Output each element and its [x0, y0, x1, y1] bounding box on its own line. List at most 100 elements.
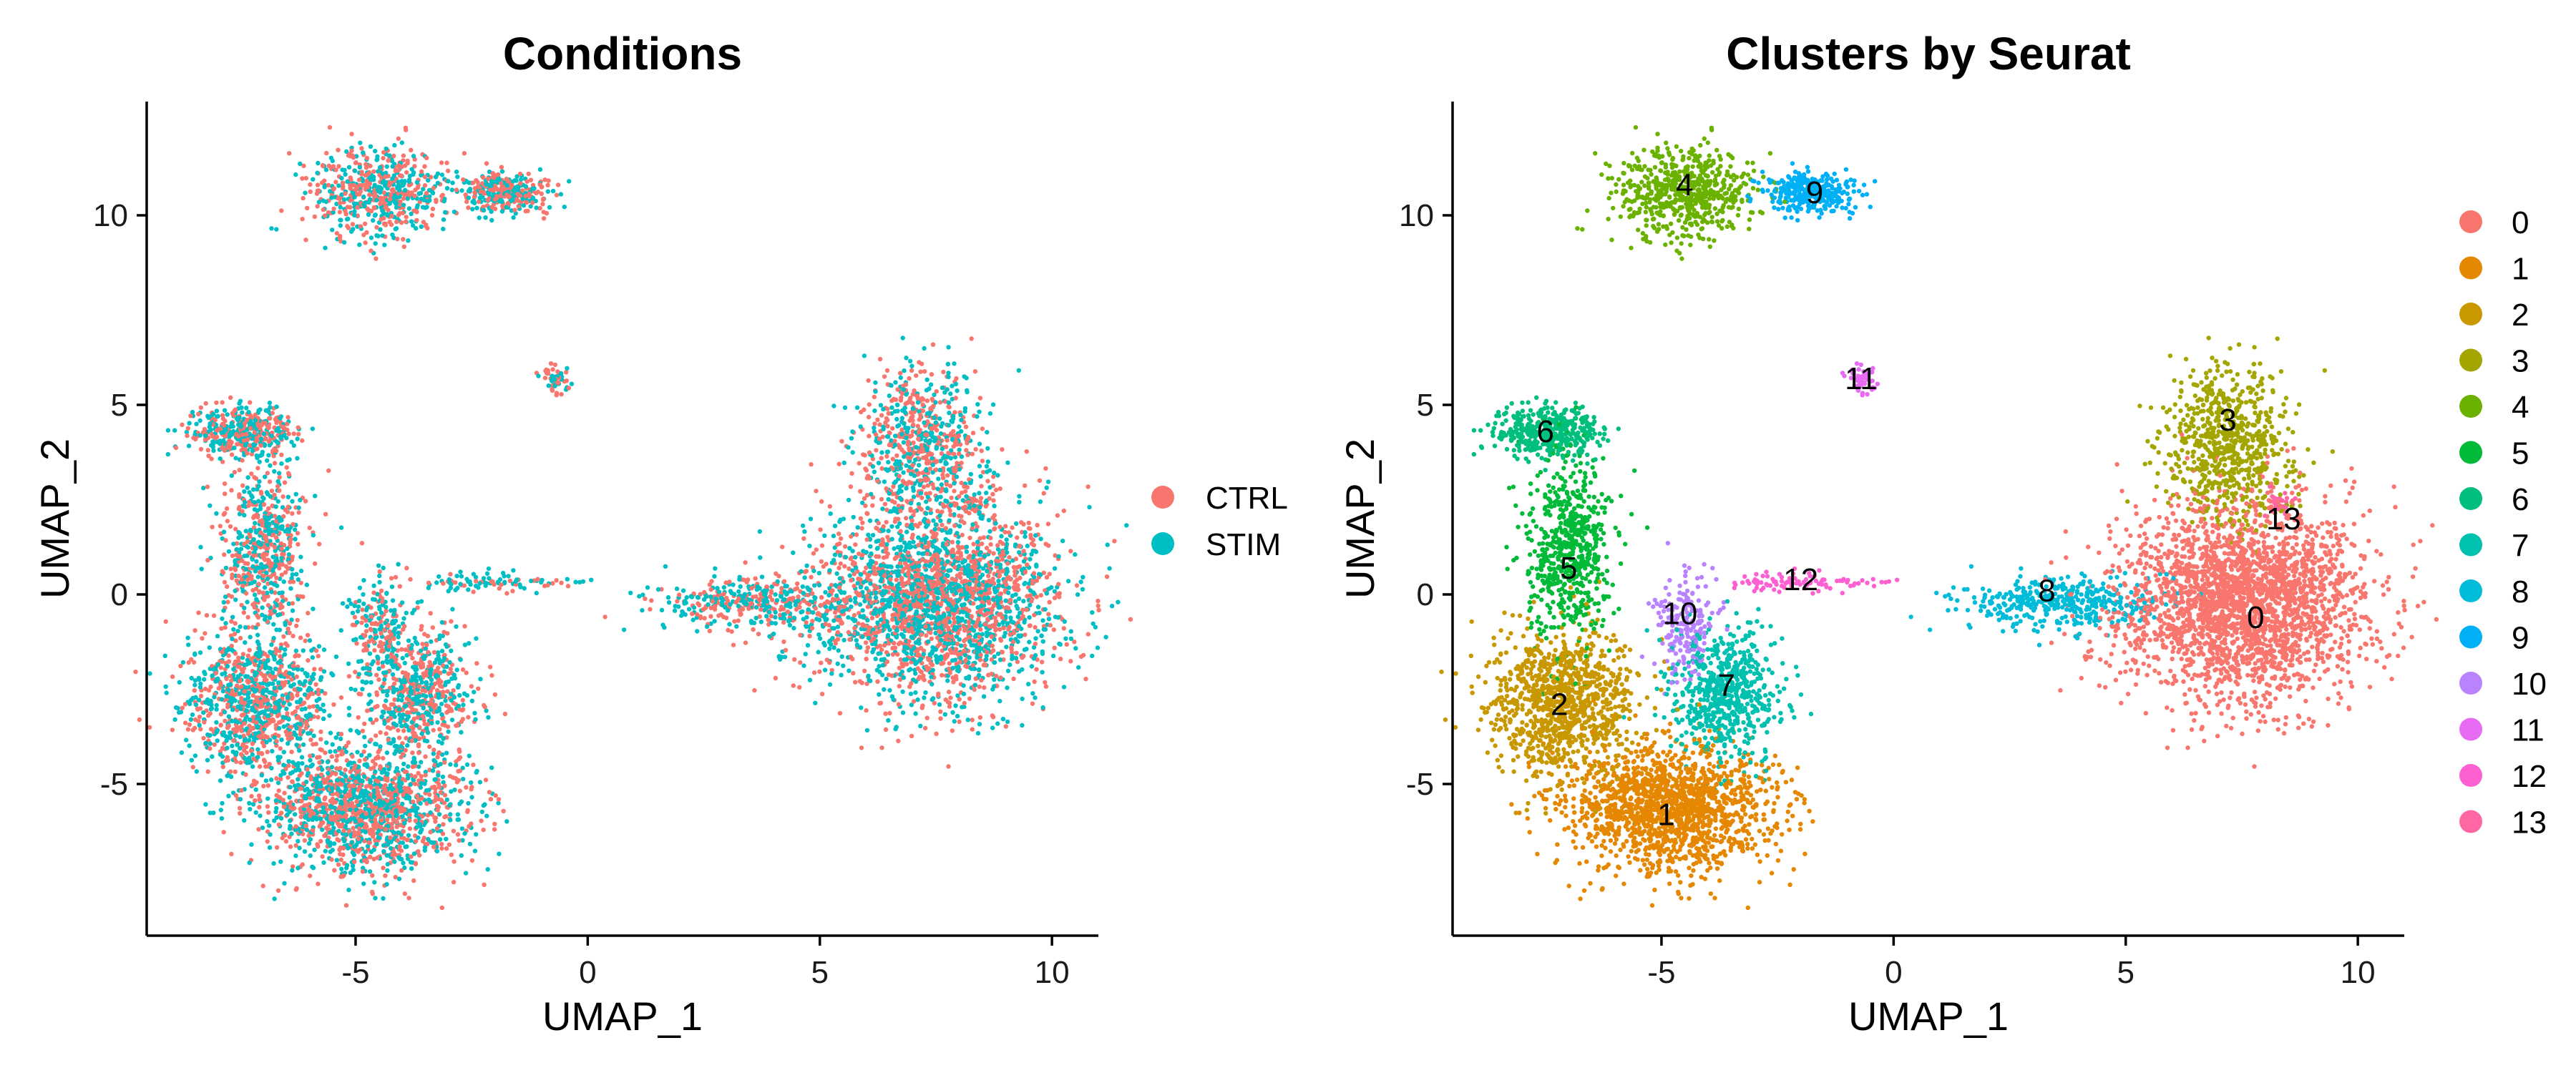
cell-point: [373, 896, 378, 901]
cell-point: [459, 574, 464, 579]
cell-point: [399, 140, 404, 145]
cell-point: [482, 882, 487, 888]
cell-point: [237, 678, 243, 684]
cell-point: [542, 376, 548, 381]
cell-point: [510, 589, 515, 594]
cell-point: [887, 393, 892, 398]
cell-point: [373, 241, 378, 246]
cell-point: [233, 588, 238, 594]
cell-point: [280, 594, 285, 599]
cell-point: [235, 674, 240, 679]
cell-point: [257, 459, 262, 464]
cell-point: [396, 635, 401, 640]
cell-point: [294, 572, 299, 577]
cell-point: [346, 225, 351, 230]
cell-point: [675, 599, 680, 604]
cell-point: [272, 469, 277, 474]
cell-point: [238, 624, 243, 629]
cell-point: [565, 577, 570, 582]
cell-point: [316, 654, 321, 659]
cell-point: [904, 529, 909, 534]
cell-point: [422, 183, 428, 188]
cell-point: [884, 650, 889, 655]
cell-point: [214, 720, 219, 725]
cell-point: [1052, 645, 1057, 650]
cell-point: [240, 483, 245, 488]
cell-point: [225, 519, 230, 524]
cell-point: [173, 705, 179, 710]
cell-point: [819, 692, 825, 697]
cell-point: [301, 742, 306, 748]
cell-point: [226, 653, 231, 658]
cell-point: [459, 188, 464, 193]
cell-point: [1041, 491, 1046, 496]
cell-point: [837, 553, 843, 558]
cell-point: [828, 511, 833, 516]
cell-point: [895, 387, 900, 392]
cell-point: [992, 504, 997, 509]
cell-point: [369, 785, 374, 790]
cell-point: [222, 481, 228, 486]
cell-point: [894, 416, 899, 422]
cell-point: [892, 645, 898, 650]
cell-point: [554, 192, 560, 197]
cell-point: [479, 809, 484, 815]
cell-point: [542, 177, 547, 182]
cell-point: [454, 574, 459, 579]
cell-point: [274, 227, 279, 232]
cell-point: [949, 495, 954, 501]
cell-point: [550, 367, 555, 372]
cell-point: [886, 717, 891, 723]
cell-point: [924, 715, 930, 720]
cell-point: [301, 163, 306, 168]
cell-point: [400, 655, 405, 661]
cell-point: [1043, 684, 1049, 689]
cell-point: [435, 720, 440, 725]
cell-point: [413, 861, 419, 866]
cell-point: [637, 594, 642, 599]
cell-point: [220, 616, 225, 622]
cell-point: [442, 760, 447, 765]
cell-point: [855, 525, 860, 530]
cell-point: [965, 389, 970, 395]
cell-point: [369, 699, 374, 704]
cell-point: [990, 643, 995, 648]
cell-point: [328, 189, 333, 194]
cell-point: [253, 521, 258, 526]
cell-point: [308, 182, 313, 187]
cell-point: [396, 163, 401, 168]
cell-point: [841, 460, 847, 466]
cell-point: [853, 542, 858, 547]
cell-point: [234, 547, 240, 552]
cell-point: [1096, 599, 1101, 604]
cell-point: [955, 713, 960, 719]
cell-point: [303, 638, 308, 643]
cell-point: [380, 664, 386, 669]
cell-point: [445, 168, 451, 173]
cell-point: [1095, 645, 1101, 650]
cell-point: [390, 232, 395, 237]
cell-point: [1032, 612, 1037, 617]
cell-point: [469, 780, 474, 785]
cell-point: [952, 361, 957, 366]
cell-point: [873, 595, 879, 600]
cell-point: [938, 709, 943, 714]
cell-point: [708, 614, 713, 619]
cell-point: [1017, 499, 1022, 505]
cell-point: [441, 694, 446, 699]
cell-point: [861, 452, 866, 457]
cell-point: [333, 654, 339, 660]
cell-point: [738, 584, 743, 589]
cell-point: [892, 433, 898, 438]
cell-point: [305, 205, 310, 211]
cell-point: [443, 698, 448, 703]
cell-point: [318, 747, 323, 752]
cell-point: [1008, 662, 1013, 667]
cell-point: [445, 724, 451, 730]
cell-point: [439, 841, 444, 847]
cell-point: [282, 480, 288, 485]
cell-point: [879, 745, 884, 750]
cell-point: [461, 776, 466, 782]
cell-point: [341, 197, 347, 202]
cell-point: [253, 798, 258, 803]
